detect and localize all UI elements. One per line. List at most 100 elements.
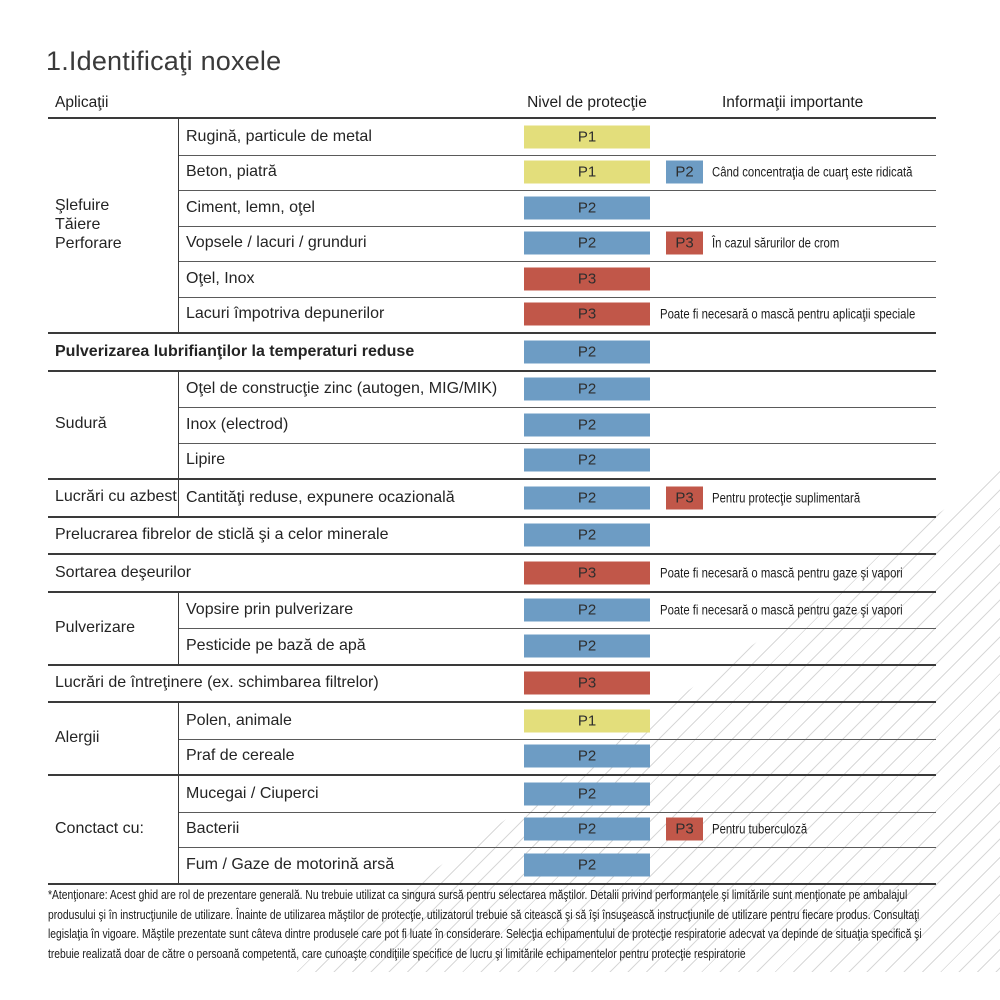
protection-level-bar: P2 <box>524 486 650 510</box>
application-label: Mucegai / Ciuperci <box>186 784 319 802</box>
table-group: Şlefuire Tăiere Perforare Rugină, particu… <box>48 119 936 334</box>
application-label: Praf de cereale <box>186 747 295 765</box>
protection-level-bar: P2 <box>524 231 650 255</box>
application-label: Vopsire prin pulverizare <box>186 601 354 619</box>
category-label: Şlefuire Tăiere Perforare <box>48 119 179 332</box>
row-separator <box>179 442 936 444</box>
application-label: Sortarea deşeurilor <box>55 563 192 581</box>
protection-level-bar: P2 <box>524 598 650 622</box>
row-separator <box>179 407 936 408</box>
info-text: Poate fi necesară o mască pentru gaze şi… <box>660 565 903 581</box>
application-label: Fum / Gaze de motorină arsă <box>186 855 395 873</box>
table-header: Aplicaţii Nivel de protecţie Informaţii … <box>48 94 936 117</box>
application-label: Lucrări de întreţinere (ex. schimbarea f… <box>55 674 379 692</box>
application-label: Lipire <box>186 451 226 469</box>
category-label: Lucrări cu azbest <box>48 480 179 516</box>
protection-level-bar: P2 <box>524 853 650 877</box>
protection-level-bar: P1 <box>524 125 650 149</box>
protection-level-bar: P2 <box>524 377 650 401</box>
protection-level-bar: P3 <box>524 267 650 291</box>
info-text: Poate fi necesară o mască pentru gaze şi… <box>660 602 903 618</box>
application-label: Ciment, lemn, oţel <box>186 198 315 216</box>
application-label: Beton, piatră <box>186 163 277 181</box>
table-row: Bacterii P2 P3 Pentru tuberculoză <box>48 811 936 848</box>
protection-level-bar: P2 <box>524 413 650 437</box>
protection-level-badge: P2 <box>666 160 703 184</box>
table-row: Vopsire prin pulverizare P2 Poate fi neces… <box>48 593 936 629</box>
table-row: Lucrări de întreţinere (ex. schimbarea f… <box>48 666 936 702</box>
table-row: Polen, animale P1 <box>48 703 936 739</box>
row-separator <box>179 296 936 298</box>
info-text: Pentru tuberculoză <box>712 821 808 837</box>
table-row: Pesticide pe bază de apă P2 <box>48 628 936 664</box>
table-row: Prelucrarea fibrelor de sticlă şi a celo… <box>48 518 936 554</box>
application-label: Polen, animale <box>186 711 292 729</box>
protection-level-bar: P2 <box>524 817 650 841</box>
application-label: Bacterii <box>186 820 240 838</box>
table-group: Lucrări cu azbest Cantităţi reduse, expun… <box>48 480 936 518</box>
protection-level-badge: P3 <box>666 231 703 255</box>
footnote-text: *Atenţionare: Acest ghid are rol de prez… <box>48 888 922 961</box>
info-text: Pentru protecţie suplimentară <box>712 490 861 506</box>
table-group: Pulverizare Vopsire prin pulverizare P2 Poa… <box>48 592 936 666</box>
row-separator <box>179 261 936 262</box>
protection-level-bar: P3 <box>524 671 650 695</box>
table-row: Oţel de construcţie zinc (autogen, MIG/M… <box>48 372 936 408</box>
info-text: Când concentraţia de cuarţ este ridicată <box>712 164 913 180</box>
table-group: Pulverizarea lubrifianţilor la temperatu… <box>48 334 936 372</box>
protection-level-bar: P2 <box>524 448 650 472</box>
table-group: Alergii Polen, animale P1 Praf de cereale P2 <box>48 703 936 776</box>
category-label: Sudură <box>48 371 179 478</box>
row-separator <box>179 847 936 848</box>
protection-level-badge: P3 <box>666 817 703 841</box>
table-row: Praf de cereale P2 <box>48 738 936 775</box>
application-label: Prelucrarea fibrelor de sticlă şi a celo… <box>55 526 389 544</box>
table-row: Lacuri împotriva depunerilor P3 Poate fi n… <box>48 296 936 333</box>
table-row: Rugină, particule de metal P1 <box>48 119 936 155</box>
protection-level-bar: P2 <box>524 196 650 220</box>
protection-level-bar: P2 <box>524 340 650 364</box>
row-separator <box>179 154 936 156</box>
application-label: Rugină, particule de metal <box>186 127 372 145</box>
application-label: Oţel de construcţie zinc (autogen, MIG/M… <box>186 380 498 398</box>
protection-level-bar: P1 <box>524 160 650 184</box>
protection-level-badge: P3 <box>666 486 703 510</box>
table-row: Lipire P2 <box>48 442 936 479</box>
info-text: În cazul sărurilor de crom <box>712 235 840 251</box>
table-group: Lucrări de întreţinere (ex. schimbarea f… <box>48 666 936 703</box>
table-row: Vopsele / lacuri / grunduri P2 P3 În cazul … <box>48 225 936 262</box>
category-label: Pulverizare <box>48 592 179 664</box>
protection-level-bar: P2 <box>524 634 650 658</box>
table-row: Pulverizarea lubrifianţilor la temperatu… <box>48 334 936 370</box>
category-label: Alergii <box>48 703 179 774</box>
column-header-applications: Aplicaţii <box>55 94 109 111</box>
table-group: Sortarea deşeurilor P3 Poate fi necesară o… <box>48 555 936 593</box>
category-label: Conctact cu: <box>48 776 179 883</box>
row-separator <box>179 811 936 813</box>
protection-level-bar: P1 <box>524 709 650 733</box>
protection-level-bar: P2 <box>524 523 650 547</box>
column-header-important-info: Informaţii importante <box>722 94 864 111</box>
table-group: Prelucrarea fibrelor de sticlă şi a celo… <box>48 518 936 555</box>
protection-level-bar: P2 <box>524 744 650 768</box>
table-row: Fum / Gaze de motorină arsă P2 <box>48 847 936 883</box>
application-label: Lacuri împotriva depunerilor <box>186 305 385 323</box>
table-row: Beton, piatră P1 P2 Când concentraţia de cu… <box>48 154 936 191</box>
table-row: Cantităţi reduse, expunere ocazională P2 P… <box>48 480 936 516</box>
protection-level-bar: P3 <box>524 302 650 326</box>
application-label: Inox (electrod) <box>186 415 289 433</box>
table-row: Inox (electrod) P2 <box>48 407 936 443</box>
column-header-protection-level: Nivel de protecţie <box>527 94 647 111</box>
application-label: Oţel, Inox <box>186 269 255 287</box>
protection-level-bar: P3 <box>524 561 650 585</box>
table-row: Oţel, Inox P3 <box>48 261 936 297</box>
application-label: Vopsele / lacuri / grunduri <box>186 234 367 252</box>
protection-level-bar: P2 <box>524 782 650 806</box>
row-separator <box>179 225 936 227</box>
table-row: Mucegai / Ciuperci P2 <box>48 776 936 812</box>
application-label: Pesticide pe bază de apă <box>186 636 366 654</box>
info-text: Poate fi necesară o mască pentru aplicaţ… <box>660 306 916 322</box>
table-row: Ciment, lemn, oţel P2 <box>48 190 936 226</box>
